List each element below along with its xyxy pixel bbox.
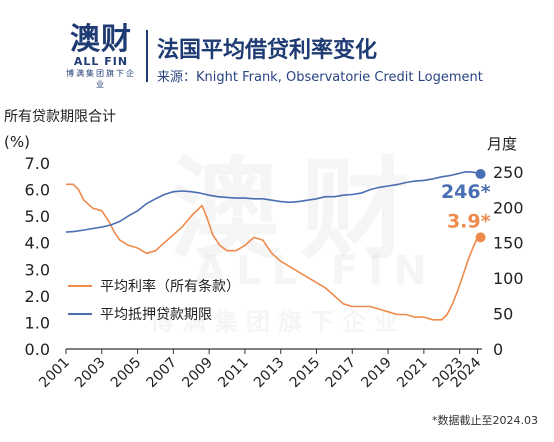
footnote: *数据截止至2024.03 <box>432 414 538 427</box>
series-line-interest-rate <box>66 183 481 321</box>
right-y-tick-label: 150 <box>493 234 524 253</box>
end-point-loan-duration <box>475 168 486 179</box>
right-y-tick-label: 50 <box>493 305 513 324</box>
series-line-loan-duration <box>65 171 481 233</box>
x-tick-label: 2007 <box>144 355 181 392</box>
x-tick-label: 2009 <box>179 355 216 392</box>
legend-label: 平均利率（所有条款） <box>100 278 240 295</box>
left-y-tick-label: 6.0 <box>25 181 50 200</box>
left-y-tick-label: 4.0 <box>25 234 50 253</box>
right-y-tick-label: 100 <box>493 269 524 288</box>
end-label-loan-duration: 246* <box>441 181 491 203</box>
right-y-tick-label: 0 <box>493 340 503 359</box>
x-tick-label: 2011 <box>215 355 252 392</box>
left-y-tick-label: 0.0 <box>25 340 50 359</box>
x-tick-label: 2019 <box>358 355 395 392</box>
end-label-interest-rate: 3.9* <box>447 210 491 232</box>
header-divider <box>146 30 148 82</box>
brand-logo: 澳财 ALL FIN 博满集团旗下企业 <box>62 24 140 90</box>
watermark-logo: 博满集团旗下企业 <box>150 302 406 337</box>
legend-label: 平均抵押贷款期限 <box>100 307 212 323</box>
x-tick-label: 2021 <box>394 355 431 392</box>
watermark-logo: 澳财 <box>170 120 430 280</box>
x-tick-label: 2017 <box>323 355 360 392</box>
x-tick-label: 2003 <box>72 355 109 392</box>
right-axis-title: 月度 <box>487 135 518 153</box>
left-y-tick-label: 5.0 <box>25 207 50 226</box>
x-tick-label: 2015 <box>287 355 324 392</box>
right-y-tick-label: 250 <box>493 163 524 182</box>
chart-source: 来源：Knight Frank, Observatorie Credit Log… <box>157 70 483 85</box>
watermark-logo: ALL FIN <box>195 248 437 294</box>
right-y-tick-label: 200 <box>493 198 524 217</box>
left-y-tick-label: 7.0 <box>25 154 50 173</box>
chart-title: 法国平均借贷利率变化 <box>157 38 378 63</box>
left-y-tick-label: 2.0 <box>25 287 50 306</box>
left-y-tick-label: 3.0 <box>25 260 50 279</box>
left-axis-unit: (%) <box>4 133 30 151</box>
left-y-tick-label: 1.0 <box>25 313 50 332</box>
brand-tagline: 博满集团旗下企业 <box>66 69 136 89</box>
x-tick-label: 2005 <box>108 355 145 392</box>
brand-logo-mark: 澳财 <box>70 22 132 57</box>
end-point-interest-rate <box>475 232 486 243</box>
x-tick-label: 2013 <box>251 355 288 392</box>
left-axis-title: 所有贷款期限合计 <box>4 109 116 125</box>
x-tick-label: 2001 <box>36 355 73 392</box>
brand-logo-sub: ALL FIN <box>73 55 129 68</box>
